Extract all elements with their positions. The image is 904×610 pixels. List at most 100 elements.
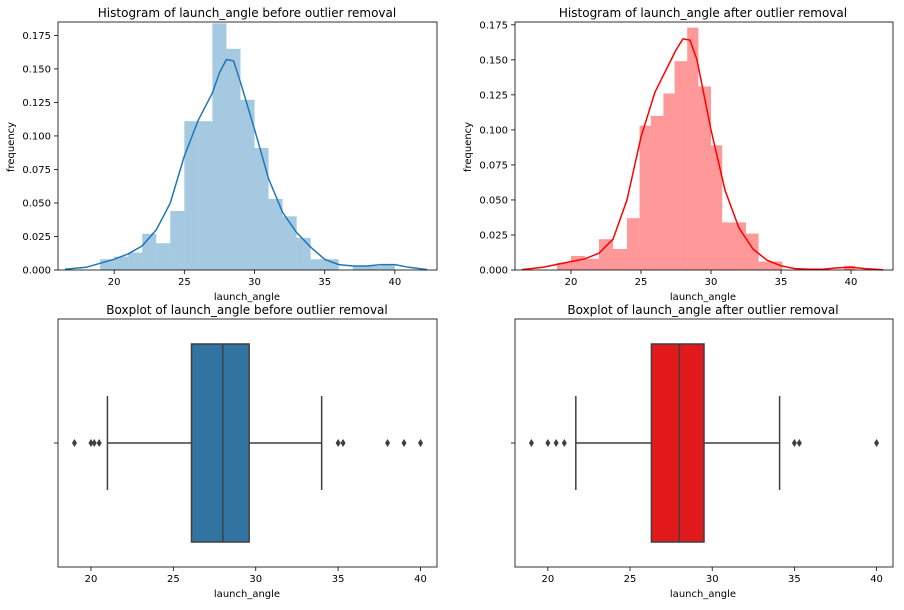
hist-before-ytick-label-6: 0.150 bbox=[22, 64, 51, 75]
hist-before-bar-2 bbox=[128, 252, 143, 270]
box-after-outlier-3 bbox=[561, 439, 567, 447]
box-before-outlier-5 bbox=[340, 439, 346, 447]
hist-before-bar-12 bbox=[268, 198, 283, 270]
hist-before-ytick-label-3: 0.075 bbox=[22, 165, 51, 176]
hist-before-bar-9 bbox=[226, 48, 241, 271]
hist-before-xtick-label-4: 40 bbox=[389, 277, 402, 288]
hist-before-ytick-label-5: 0.125 bbox=[22, 98, 51, 109]
box-after-outlier-6 bbox=[874, 439, 880, 447]
box-after-title: Boxplot of launch_angle after outlier re… bbox=[567, 303, 838, 317]
box-before-outlier-2 bbox=[91, 439, 97, 447]
hist-after-xtick-label-0: 20 bbox=[565, 277, 578, 288]
hist-after-xtick-label-4: 40 bbox=[845, 277, 858, 288]
box-after-xtick-label-1: 25 bbox=[624, 574, 637, 585]
box-after-outlier-0 bbox=[528, 439, 534, 447]
hist-after-bar-16 bbox=[758, 261, 770, 270]
box-before-xlabel: launch_angle bbox=[214, 589, 280, 600]
hist-before-bar-3 bbox=[142, 233, 157, 270]
box-after-outlier-1 bbox=[545, 439, 551, 447]
box-after-outlier-4 bbox=[791, 439, 797, 447]
hist-before-kde-line bbox=[64, 58, 428, 271]
hist-after-ytick-label-3: 0.075 bbox=[479, 160, 508, 171]
hist-before-bar-19 bbox=[380, 264, 395, 270]
hist-before-bar-8 bbox=[212, 23, 227, 270]
hist-after-ytick-label-4: 0.100 bbox=[479, 125, 508, 136]
hist-before-xtick-label-3: 35 bbox=[318, 277, 331, 288]
hist-after-bar-12 bbox=[711, 145, 723, 270]
hist-after-bar-13 bbox=[722, 222, 735, 270]
box-after-xtick-label-4: 40 bbox=[870, 574, 883, 585]
hist-before-ylabel: frequency bbox=[6, 122, 17, 172]
hist-after-bar-2 bbox=[585, 258, 599, 270]
hist-after-xlabel: launch_angle bbox=[670, 292, 736, 303]
hist-after-xtick-label-2: 30 bbox=[705, 277, 718, 288]
hist-after-bar-14 bbox=[734, 222, 746, 270]
box-before-xtick-label-4: 40 bbox=[414, 574, 427, 585]
hist-after-title: Histogram of launch_angle after outlier … bbox=[559, 6, 847, 20]
box-before-box bbox=[190, 343, 250, 543]
hist-after-ytick-label-7: 0.175 bbox=[479, 20, 508, 31]
box-before-outlier-6 bbox=[385, 439, 391, 447]
hist-after-ytick-label-2: 0.050 bbox=[479, 195, 508, 206]
hist-after-bar-10 bbox=[687, 27, 699, 270]
hist-after-axes-frame bbox=[514, 21, 894, 271]
box-after-xtick-label-2: 30 bbox=[706, 574, 719, 585]
box-after-xtick-label-0: 20 bbox=[542, 574, 555, 585]
box-before-xtick-label-2: 30 bbox=[249, 574, 262, 585]
box-before-outlier-8 bbox=[418, 439, 424, 447]
hist-before-bar-13 bbox=[282, 216, 297, 270]
hist-after-bar-8 bbox=[663, 93, 675, 270]
box-before-xtick-label-0: 20 bbox=[85, 574, 98, 585]
hist-before-bar-10 bbox=[240, 99, 255, 271]
hist-before-bar-6 bbox=[184, 121, 199, 270]
hist-before-xtick-label-2: 30 bbox=[248, 277, 261, 288]
box-after-box bbox=[650, 343, 705, 543]
hist-before-ytick-label-2: 0.050 bbox=[22, 198, 51, 209]
hist-after-ylabel: frequency bbox=[463, 122, 474, 172]
hist-after-bar-0 bbox=[557, 262, 571, 270]
box-before-outlier-1 bbox=[88, 439, 94, 447]
hist-after-panel: Histogram of launch_angle after outlier … bbox=[463, 6, 894, 303]
hist-before-xtick-label-1: 25 bbox=[178, 277, 191, 288]
hist-before-bar-4 bbox=[156, 243, 171, 270]
hist-after-xtick-label-3: 35 bbox=[775, 277, 788, 288]
hist-before-bar-17 bbox=[352, 265, 367, 270]
hist-before-bar-11 bbox=[254, 148, 269, 270]
hist-after-bar-6 bbox=[639, 125, 651, 270]
box-before-outlier-0 bbox=[71, 439, 77, 447]
hist-after-ytick-label-5: 0.125 bbox=[479, 90, 508, 101]
hist-before-ytick-label-4: 0.100 bbox=[22, 131, 51, 142]
box-after-xlabel: launch_angle bbox=[670, 589, 736, 600]
hist-after-bar-17 bbox=[769, 261, 783, 270]
hist-before-bar-5 bbox=[170, 211, 185, 270]
hist-before-ytick-label-7: 0.175 bbox=[22, 31, 51, 42]
hist-before-bar-7 bbox=[198, 121, 213, 270]
box-before-outlier-4 bbox=[335, 439, 341, 447]
box-after-outlier-2 bbox=[553, 439, 559, 447]
hist-before-ytick-label-0: 0.000 bbox=[22, 266, 51, 277]
hist-before-xlabel: launch_angle bbox=[214, 292, 280, 303]
box-before-outlier-7 bbox=[401, 439, 407, 447]
hist-before-bar-14 bbox=[296, 237, 311, 270]
box-after-xtick-label-3: 35 bbox=[788, 574, 801, 585]
hist-after-bar-7 bbox=[650, 115, 664, 271]
hist-before-panel: Histogram of launch_angle before outlier… bbox=[6, 6, 438, 303]
hist-before-bar-18 bbox=[366, 265, 381, 270]
hist-after-bar-5 bbox=[627, 218, 640, 270]
hist-after-ytick-label-6: 0.150 bbox=[479, 55, 508, 66]
hist-after-bar-4 bbox=[613, 248, 627, 270]
hist-after-ytick-label-0: 0.000 bbox=[479, 266, 508, 277]
hist-before-ytick-label-1: 0.025 bbox=[22, 232, 51, 243]
box-before-xtick-label-3: 35 bbox=[332, 574, 345, 585]
hist-after-bar-1 bbox=[571, 255, 585, 270]
hist-before-title: Histogram of launch_angle before outlier… bbox=[98, 6, 396, 20]
box-before-title: Boxplot of launch_angle before outlier r… bbox=[106, 303, 387, 317]
hist-before-bar-1 bbox=[114, 256, 129, 270]
box-before-xtick-label-1: 25 bbox=[167, 574, 180, 585]
hist-before-bar-0 bbox=[100, 259, 115, 270]
hist-after-bar-9 bbox=[674, 61, 688, 270]
box-after-panel: Boxplot of launch_angle after outlier re… bbox=[511, 303, 894, 600]
hist-after-xtick-label-1: 25 bbox=[635, 277, 648, 288]
hist-after-bar-11 bbox=[698, 86, 711, 270]
